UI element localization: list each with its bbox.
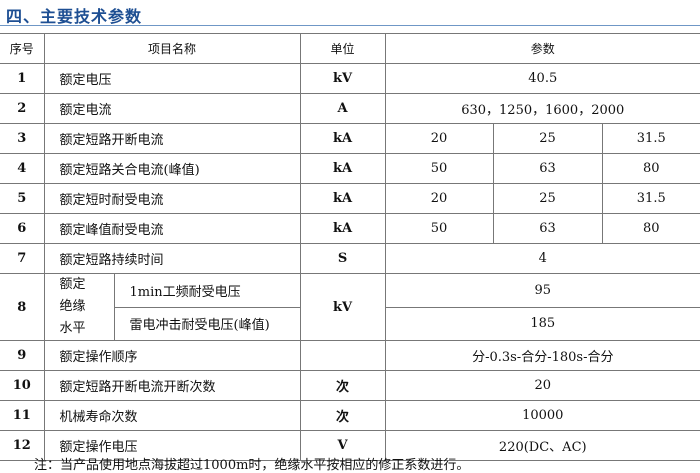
table-cell: kV: [299, 63, 386, 94]
table-cell: kA: [299, 183, 386, 214]
table-cell: 额定短路开断电流: [43, 123, 301, 154]
table-cell: 额定操作顺序: [43, 340, 301, 371]
table-cell: 63: [492, 213, 603, 244]
footnote: 注：当产品使用地点海拔超过1000m时，绝缘水平按相应的修正系数进行。: [34, 458, 470, 473]
table-cell: 3: [0, 123, 45, 154]
table-cell: 95: [384, 273, 700, 308]
table-cell: 630，1250，1600，2000: [384, 93, 700, 124]
section-title: 四、主要技术参数: [6, 7, 143, 26]
table-row: 10 额定短路开断电流开断次数次 20: [0, 370, 700, 401]
table-cell: 1min工频耐受电压: [113, 273, 301, 308]
table-cell: 额定绝缘水平: [43, 273, 115, 341]
table-cell: 8: [0, 273, 45, 341]
table-cell: 63: [492, 153, 603, 184]
table-cell: 50: [384, 153, 494, 184]
tech-params-table: 序号 项目名称 单位 参数 1 额定电压 kV 40.5 2 额定电流 A 630，1250，…: [0, 33, 700, 461]
table-cell: S: [299, 243, 386, 274]
table-cell: 额定短路开断电流开断次数: [43, 370, 301, 401]
table-cell: 1: [0, 63, 45, 94]
table-cell: 20: [384, 183, 494, 214]
table-row: 4 额定短路关合电流(峰值) kA 50 63 80: [0, 153, 700, 184]
table-cell: 10: [0, 370, 45, 401]
table-cell: 额定短路持续时间: [43, 243, 301, 274]
table-cell: V: [299, 430, 386, 461]
table-cell: 25: [492, 123, 603, 154]
table-cell: 额定峰值耐受电流: [43, 213, 301, 244]
table-cell: 220(DC、AC): [384, 430, 700, 461]
table-cell: 2: [0, 93, 45, 124]
table-cell: 25: [492, 183, 603, 214]
table-cell: 20: [384, 370, 700, 401]
table-cell: 4: [384, 243, 700, 274]
table-cell: 额定电压: [43, 63, 301, 94]
table-cell: 次: [299, 400, 386, 431]
table-cell: 185: [384, 306, 700, 341]
table-row: 5 额定短时耐受电流 kA 20 25 31.5: [0, 183, 700, 214]
table-cell: 分-0.3s-合分-180s-合分: [384, 340, 700, 371]
table-cell: 额定电流: [43, 93, 301, 124]
table-cell: 20: [384, 123, 494, 154]
table-cell: 80: [601, 213, 700, 244]
table-cell: 4: [0, 153, 45, 184]
table-cell: 额定短时耐受电流: [43, 183, 301, 214]
table-cell: [299, 340, 386, 371]
table-cell: kA: [299, 213, 386, 244]
table-row: 6 额定峰值耐受电流 kA 50 63 80: [0, 213, 700, 244]
table-row: 3 额定短路开断电流 kA 20 25 31.5: [0, 123, 700, 154]
table-row: 12 额定操作电压 V 220(DC、AC): [0, 430, 700, 461]
table-cell: 5: [0, 183, 45, 214]
table-cell: 11: [0, 400, 45, 431]
table-cell: 7: [0, 243, 45, 274]
table-row: 11 机械寿命次数次 10000: [0, 400, 700, 431]
table-cell: 40.5: [384, 63, 700, 94]
table-cell: 9: [0, 340, 45, 371]
table-cell: 雷电冲击耐受电压(峰值): [114, 306, 301, 341]
header-params: 参数: [384, 33, 700, 64]
table-header: 序号 项目名称 单位 参数: [0, 33, 700, 64]
table-row: 8 额定绝缘水平 1min工频耐受电压 kV 95: [0, 273, 700, 341]
table-cell: A: [299, 93, 386, 124]
table-cell: 31.5: [601, 183, 700, 214]
table-cell: 额定短路关合电流(峰值): [43, 153, 301, 184]
table-cell: 10000: [384, 400, 700, 431]
table-cell: kA: [299, 123, 386, 154]
table-cell: 31.5: [601, 123, 700, 154]
table-cell: 12: [0, 430, 45, 461]
table-cell: 6: [0, 213, 45, 244]
table-cell: 80: [601, 153, 700, 184]
table-row: 雷电冲击耐受电压(峰值) 185: [0, 306, 700, 341]
table-cell: 次: [299, 370, 386, 401]
table-cell: 机械寿命次数: [43, 400, 301, 431]
header-unit: 单位: [299, 33, 386, 64]
table-cell: kA: [299, 153, 386, 184]
header-item: 项目名称: [43, 33, 301, 64]
table-row: 2 额定电流 A 630，1250，1600，2000: [0, 93, 700, 124]
table-row: 7 额定短路持续时间 S 4: [0, 243, 700, 274]
table-cell: 额定操作电压: [43, 430, 301, 461]
table-row: 9 额定操作顺序 分-0.3s-合分-180s-合分: [0, 340, 700, 371]
title-divider: [0, 25, 700, 26]
table-cell: 50: [384, 213, 494, 244]
header-no: 序号: [0, 33, 45, 64]
table-cell: kV: [299, 273, 386, 341]
table-row: 1 额定电压 kV 40.5: [0, 63, 700, 94]
